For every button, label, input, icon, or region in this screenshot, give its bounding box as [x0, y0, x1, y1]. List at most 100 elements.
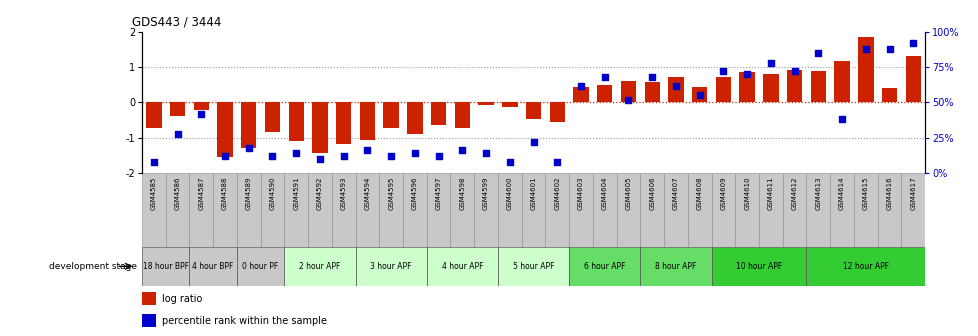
Bar: [142, 173, 165, 247]
Text: GSM4614: GSM4614: [838, 177, 844, 210]
Text: log ratio: log ratio: [161, 294, 201, 304]
Bar: [525, 102, 541, 119]
Point: [762, 60, 778, 66]
Bar: [284, 173, 308, 247]
Point: [525, 139, 541, 145]
Text: GSM4585: GSM4585: [151, 177, 156, 210]
Text: 8 hour APF: 8 hour APF: [654, 262, 696, 271]
Bar: [668, 77, 683, 102]
Bar: [545, 173, 568, 247]
Text: GSM4596: GSM4596: [412, 177, 418, 210]
Bar: [426, 173, 450, 247]
Text: 3 hour APF: 3 hour APF: [370, 262, 412, 271]
Bar: [237, 247, 284, 286]
Bar: [189, 173, 213, 247]
Bar: [901, 173, 924, 247]
Text: GSM4601: GSM4601: [530, 177, 536, 210]
Point: [738, 72, 754, 77]
Bar: [498, 247, 568, 286]
Text: GSM4591: GSM4591: [293, 177, 299, 210]
Bar: [711, 173, 734, 247]
Point: [454, 148, 469, 153]
Point: [597, 74, 612, 80]
Bar: [260, 173, 284, 247]
Bar: [782, 173, 806, 247]
Text: percentile rank within the sample: percentile rank within the sample: [161, 316, 327, 326]
Bar: [426, 247, 498, 286]
Text: GSM4604: GSM4604: [601, 177, 607, 210]
Bar: [146, 102, 161, 128]
Bar: [640, 173, 663, 247]
Point: [572, 83, 588, 88]
Text: 2 hour APF: 2 hour APF: [299, 262, 340, 271]
Bar: [663, 173, 688, 247]
Bar: [169, 102, 185, 116]
Bar: [142, 314, 156, 327]
Bar: [829, 173, 853, 247]
Text: GSM4589: GSM4589: [245, 177, 251, 210]
Bar: [312, 102, 328, 153]
Point: [786, 69, 802, 74]
Point: [289, 151, 304, 156]
Bar: [355, 173, 378, 247]
Bar: [833, 61, 849, 102]
Bar: [763, 74, 778, 102]
Point: [905, 41, 920, 46]
Text: 5 hour APF: 5 hour APF: [512, 262, 554, 271]
Text: 4 hour BPF: 4 hour BPF: [193, 262, 234, 271]
Text: GDS443 / 3444: GDS443 / 3444: [132, 15, 221, 29]
Text: 4 hour APF: 4 hour APF: [441, 262, 482, 271]
Bar: [616, 173, 640, 247]
Bar: [521, 173, 545, 247]
Bar: [502, 102, 517, 107]
Text: 10 hour APF: 10 hour APF: [735, 262, 781, 271]
Text: GSM4588: GSM4588: [222, 177, 228, 210]
Bar: [738, 73, 754, 102]
Bar: [241, 102, 256, 148]
Text: 12 hour APF: 12 hour APF: [842, 262, 888, 271]
Text: GSM4603: GSM4603: [577, 177, 584, 210]
Point: [335, 154, 351, 159]
Bar: [734, 173, 758, 247]
Text: GSM4592: GSM4592: [317, 177, 323, 210]
Text: GSM4598: GSM4598: [459, 177, 465, 210]
Bar: [217, 102, 233, 157]
Bar: [758, 173, 782, 247]
Bar: [810, 72, 825, 102]
Point: [644, 74, 659, 80]
Bar: [597, 85, 612, 102]
Bar: [383, 102, 398, 128]
Point: [810, 50, 825, 56]
Text: GSM4611: GSM4611: [767, 177, 773, 210]
Text: GSM4593: GSM4593: [340, 177, 346, 210]
Bar: [498, 173, 521, 247]
Bar: [359, 102, 375, 139]
Text: GSM4610: GSM4610: [743, 177, 749, 210]
Text: GSM4586: GSM4586: [174, 177, 180, 210]
Bar: [454, 102, 469, 128]
Text: GSM4613: GSM4613: [815, 177, 821, 210]
Bar: [430, 102, 446, 125]
Bar: [881, 88, 897, 102]
Text: GSM4617: GSM4617: [910, 177, 915, 210]
Text: GSM4600: GSM4600: [507, 177, 512, 210]
Point: [857, 46, 872, 51]
Text: GSM4615: GSM4615: [862, 177, 867, 210]
Bar: [806, 247, 924, 286]
Bar: [403, 173, 426, 247]
Bar: [858, 37, 872, 102]
Text: GSM4607: GSM4607: [672, 177, 679, 210]
Point: [502, 159, 517, 164]
Point: [833, 117, 849, 122]
Bar: [568, 173, 593, 247]
Text: GSM4602: GSM4602: [554, 177, 559, 210]
Bar: [332, 173, 355, 247]
Bar: [549, 102, 564, 122]
Text: 0 hour PF: 0 hour PF: [243, 262, 279, 271]
Bar: [786, 70, 802, 102]
Text: GSM4605: GSM4605: [625, 177, 631, 210]
Point: [430, 154, 446, 159]
Point: [194, 111, 209, 117]
Bar: [568, 247, 640, 286]
Point: [407, 151, 422, 156]
